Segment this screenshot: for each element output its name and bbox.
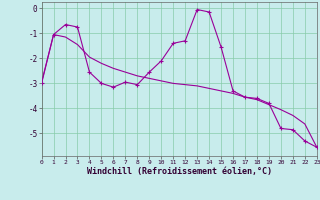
X-axis label: Windchill (Refroidissement éolien,°C): Windchill (Refroidissement éolien,°C) <box>87 167 272 176</box>
